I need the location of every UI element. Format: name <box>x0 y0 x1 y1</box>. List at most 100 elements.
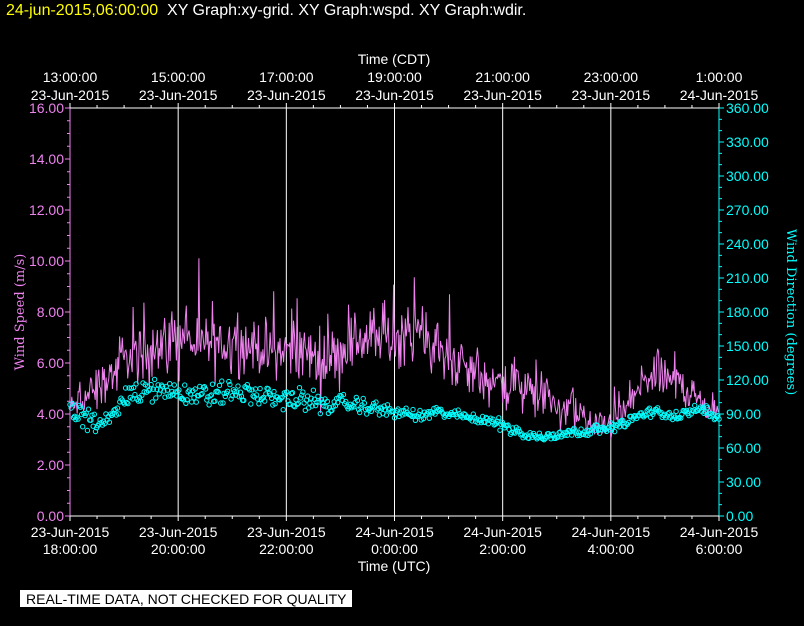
wind-direction-point <box>592 427 598 434</box>
wind-direction-point <box>248 401 254 407</box>
wind-direction-point <box>183 400 189 406</box>
wind-direction-point <box>384 402 391 408</box>
wind-direction-point <box>122 385 129 391</box>
x-tick-date-top: 23-Jun-2015 <box>139 87 218 103</box>
axes: 0.00 2.00 4.00 6.00 8.00 10.00 12.00 14.00 16.00… <box>29 69 769 557</box>
x-tick-date-bottom: 24-Jun-2015 <box>680 524 759 540</box>
wind-direction-point <box>234 389 240 395</box>
wind-direction-point <box>207 393 213 399</box>
y-axis-label-left: Wind Speed (m/s) <box>13 254 28 371</box>
wind-direction-point <box>133 381 139 387</box>
wind-direction-point <box>179 395 186 402</box>
wind-direction-point <box>272 401 278 407</box>
wind-direction-point <box>704 405 711 411</box>
wind-direction-point <box>167 381 173 387</box>
wind-direction-point <box>450 411 457 418</box>
wind-direction-point <box>497 427 503 433</box>
wind-direction-point <box>279 394 285 401</box>
wind-direction-point <box>125 400 131 407</box>
wind-direction-point <box>204 397 210 403</box>
wind-direction-point <box>490 416 496 422</box>
x-tick-date-top: 24-Jun-2015 <box>680 87 759 103</box>
wind-direction-point <box>124 399 130 406</box>
wind-direction-point <box>645 406 651 413</box>
wind-direction-point <box>151 376 158 383</box>
wind-direction-point <box>280 407 286 413</box>
wind-direction-point <box>511 429 517 435</box>
wind-direction-point <box>222 393 229 400</box>
wind-direction-point <box>479 413 486 420</box>
wind-direction-point <box>319 400 326 406</box>
y-tick-label-left: 16.00 <box>29 100 64 116</box>
wind-direction-point <box>469 418 475 424</box>
wind-direction-point <box>715 413 721 419</box>
x-tick-time-bottom: 18:00:00 <box>43 541 98 557</box>
wind-direction-point <box>536 430 543 436</box>
wind-direction-point <box>654 405 661 411</box>
y-tick-label-right: 180.00 <box>726 304 769 320</box>
wind-direction-point <box>263 391 269 397</box>
wind-speed-line <box>69 258 720 440</box>
x-tick-date-top: 23-Jun-2015 <box>355 87 434 103</box>
wind-direction-point <box>595 427 602 433</box>
x-axis-label-bottom: Time (UTC) <box>358 558 431 574</box>
wind-direction-point <box>368 408 374 414</box>
x-tick-date-bottom: 24-Jun-2015 <box>463 524 542 540</box>
wind-direction-point <box>246 387 253 393</box>
wind-direction-point <box>335 399 341 406</box>
wind-direction-point <box>673 408 679 415</box>
wind-direction-point <box>358 404 364 411</box>
y-tick-label-left: 8.00 <box>37 304 64 320</box>
x-tick-date-bottom: 24-Jun-2015 <box>572 524 651 540</box>
x-tick-time-top: 13:00:00 <box>43 69 98 85</box>
wind-direction-point <box>226 378 232 385</box>
y-tick-label-left: 2.00 <box>37 457 64 473</box>
wind-direction-point <box>314 399 320 405</box>
wind-direction-point <box>271 388 277 395</box>
header-graph-titles: XY Graph:xy-grid. XY Graph:wspd. XY Grap… <box>167 2 527 19</box>
wind-direction-point <box>357 409 363 416</box>
wind-direction-point <box>131 384 137 391</box>
wind-direction-point <box>578 426 584 432</box>
wind-direction-point <box>214 388 220 394</box>
wind-direction-point <box>374 407 380 413</box>
wind-direction-point <box>562 432 568 438</box>
wind-direction-point <box>665 411 671 417</box>
wind-direction-point <box>566 428 573 434</box>
wind-direction-point <box>257 385 263 392</box>
y-tick-label-right: 120.00 <box>726 372 769 388</box>
wind-direction-point <box>262 398 268 404</box>
wind-direction-point <box>377 404 384 410</box>
graph-header: 24-jun-2015,06:00:00 XY Graph:xy-grid. X… <box>6 2 526 20</box>
y-tick-label-left: 4.00 <box>37 406 64 422</box>
wind-direction-point <box>267 392 274 398</box>
wind-direction-point <box>212 398 218 404</box>
wind-direction-point <box>315 393 321 399</box>
wind-direction-point <box>596 430 603 436</box>
wind-direction-point <box>228 396 234 402</box>
wind-direction-point <box>202 386 209 392</box>
wind-direction-point <box>318 396 325 403</box>
x-tick-time-top: 23:00:00 <box>584 69 639 85</box>
wind-direction-point <box>317 410 323 417</box>
y-tick-label-left: 14.00 <box>29 151 64 167</box>
y-tick-label-right: 330.00 <box>726 134 769 150</box>
x-tick-time-top: 19:00:00 <box>367 69 422 85</box>
wind-direction-point <box>470 411 476 417</box>
wind-direction-point <box>182 382 188 388</box>
x-tick-time-top: 1:00:00 <box>696 69 743 85</box>
wind-direction-point <box>153 395 159 401</box>
x-tick-time-top: 15:00:00 <box>151 69 206 85</box>
y-tick-label-right: 360.00 <box>726 100 769 116</box>
wind-direction-point <box>310 387 317 393</box>
wind-direction-point <box>360 395 366 402</box>
wind-direction-point <box>646 405 653 411</box>
wind-direction-point <box>309 403 315 409</box>
y-tick-label-right: 300.00 <box>726 168 769 184</box>
x-tick-time-bottom: 4:00:00 <box>587 541 634 557</box>
wind-direction-point <box>496 415 502 421</box>
wind-direction-point <box>408 412 414 418</box>
wind-direction-point <box>683 407 690 414</box>
wind-direction-point <box>138 398 144 404</box>
wind-direction-point <box>77 404 84 410</box>
